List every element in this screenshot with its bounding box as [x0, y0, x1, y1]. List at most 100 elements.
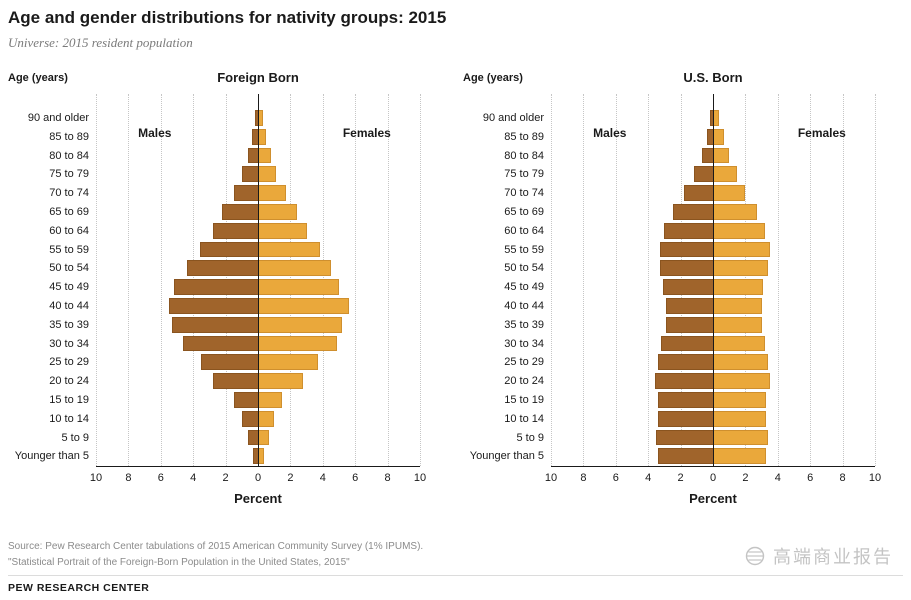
age-group-label: 35 to 39 [504, 318, 544, 331]
male-bar [248, 147, 258, 164]
age-group-label: 85 to 89 [504, 130, 544, 143]
female-bar [713, 335, 765, 352]
pyramid-row [96, 109, 420, 128]
male-bar [659, 241, 713, 258]
male-bar [248, 429, 258, 446]
x-tick-label: 4 [645, 472, 652, 485]
age-group-label: Younger than 5 [14, 450, 89, 463]
pyramid-row [96, 391, 420, 410]
female-bar [258, 297, 349, 314]
pyramid-row [551, 241, 875, 260]
pyramid-row [551, 147, 875, 166]
female-bar [713, 128, 725, 145]
plot-us-born: 90 and older 85 to 89 80 to 84 75 to 79 70 t… [463, 94, 876, 468]
age-group-label: 90 and older [27, 112, 89, 124]
female-bar [258, 410, 275, 427]
age-group-label: 60 to 64 [49, 224, 89, 237]
x-tick-label: 6 [157, 472, 164, 485]
x-tick-label: 6 [612, 472, 619, 485]
plot-area: Males Females [96, 94, 421, 468]
pyramid-row [96, 447, 420, 466]
pyramid-row [96, 297, 420, 316]
age-group-label: Younger than 5 [469, 450, 544, 463]
age-group-label: 20 to 24 [504, 375, 544, 388]
pyramid-row [551, 259, 875, 278]
age-labels-column: 90 and older 85 to 89 80 to 84 75 to 79 70 t… [463, 94, 551, 467]
gridline [96, 94, 97, 467]
age-group-label: 45 to 49 [504, 281, 544, 294]
gridline [615, 94, 617, 467]
x-tick-label: 0 [254, 472, 262, 485]
pyramid-row [96, 335, 420, 354]
male-bar [657, 410, 713, 427]
male-bar [683, 185, 713, 201]
male-bar [186, 260, 258, 277]
female-bar [258, 241, 320, 258]
age-group-label: 5 to 9 [61, 431, 89, 444]
male-bar [233, 391, 258, 408]
female-bar [258, 147, 271, 164]
male-bar [253, 448, 258, 465]
male-bar [222, 203, 258, 220]
female-bar [713, 203, 757, 220]
female-bar [713, 354, 769, 371]
chart-title-us-born: U.S. Born [683, 70, 743, 85]
male-bar [657, 391, 713, 408]
pyramid-row [551, 203, 875, 222]
female-bar [258, 316, 343, 333]
males-label: Males [593, 126, 627, 140]
male-bar [241, 166, 258, 183]
pew-research-center-brand: PEW RESEARCH CENTER [8, 582, 150, 594]
pyramid-row [96, 147, 420, 166]
female-bar [258, 222, 307, 239]
gridline [648, 94, 650, 467]
pyramid-row [551, 278, 875, 297]
pyramid-row [551, 184, 875, 203]
female-bar [258, 429, 270, 446]
female-bar [258, 354, 318, 371]
pyramid-row [96, 410, 420, 429]
pyramid-row [96, 184, 420, 203]
age-group-label: 40 to 44 [49, 299, 89, 312]
gridline [387, 94, 389, 467]
age-group-label: 60 to 64 [504, 224, 544, 237]
gridline [160, 94, 162, 467]
age-group-label: 50 to 54 [49, 262, 89, 275]
male-bar [251, 128, 258, 145]
female-bar [713, 166, 738, 183]
gridline [355, 94, 357, 467]
x-axis-label: Percent [689, 491, 737, 507]
gridline [551, 94, 552, 467]
pyramid-row [551, 128, 875, 147]
males-label: Males [138, 126, 172, 140]
x-tick-label: 10 [89, 472, 103, 485]
pyramid-row [551, 429, 875, 448]
male-bar [662, 279, 713, 295]
pyramid-row [96, 203, 420, 222]
zero-axis-line [713, 94, 714, 467]
female-bar [258, 448, 265, 465]
female-bar [258, 128, 267, 145]
age-group-label: 40 to 44 [504, 299, 544, 312]
female-bar [713, 147, 730, 164]
x-axis-label: Percent [234, 491, 282, 507]
male-bar [657, 354, 713, 371]
gridline [583, 94, 585, 467]
age-group-label: 30 to 34 [49, 337, 89, 350]
male-bar [666, 316, 713, 333]
chart-title-foreign-born: Foreign Born [217, 70, 299, 85]
age-group-label: 15 to 19 [49, 393, 89, 406]
female-bar [713, 185, 746, 201]
male-bar [254, 110, 258, 126]
male-bar [666, 297, 713, 314]
male-bar [701, 147, 713, 164]
source-line-1: Source: Pew Research Center tabulations … [8, 541, 424, 552]
age-labels-column: 90 and older 85 to 89 80 to 84 75 to 79 70 t… [8, 94, 96, 467]
age-group-label: 25 to 29 [49, 356, 89, 369]
x-tick-label: 6 [807, 472, 814, 485]
x-tick-label: 4 [319, 472, 326, 485]
female-bar [713, 279, 764, 295]
male-bar [664, 222, 713, 239]
footer-divider [8, 575, 903, 576]
male-bar [168, 297, 258, 314]
